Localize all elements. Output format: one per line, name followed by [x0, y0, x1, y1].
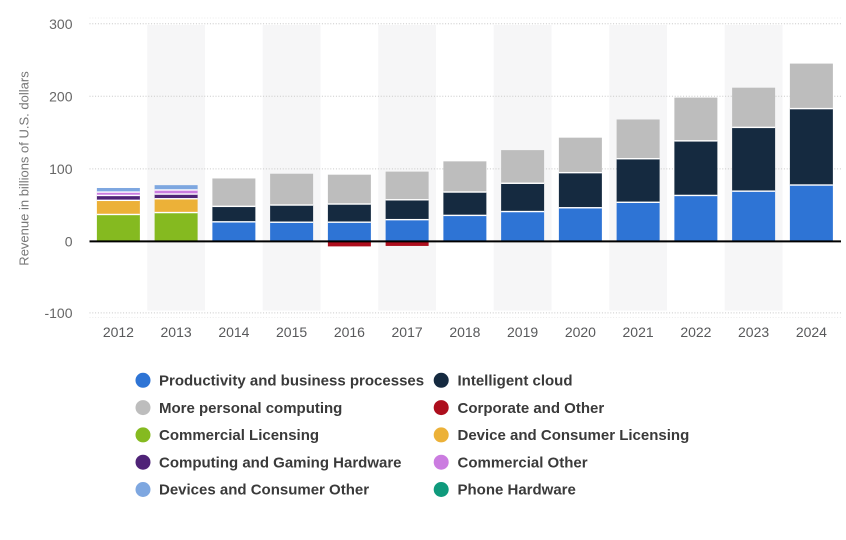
- svg-text:Devices and Consumer Other: Devices and Consumer Other: [159, 482, 369, 499]
- svg-text:2017: 2017: [392, 324, 423, 340]
- svg-text:0: 0: [65, 233, 73, 249]
- svg-text:2016: 2016: [334, 324, 365, 340]
- svg-text:More personal computing: More personal computing: [159, 400, 342, 417]
- svg-text:Device and Consumer Licensing: Device and Consumer Licensing: [458, 427, 690, 444]
- svg-text:Commercial Other: Commercial Other: [458, 454, 588, 471]
- svg-text:Computing and Gaming Hardware: Computing and Gaming Hardware: [159, 454, 402, 471]
- svg-text:200: 200: [49, 88, 73, 104]
- svg-text:Phone Hardware: Phone Hardware: [458, 482, 576, 499]
- svg-text:Commercial Licensing: Commercial Licensing: [159, 427, 319, 444]
- svg-text:2024: 2024: [796, 324, 827, 340]
- svg-text:2022: 2022: [680, 324, 711, 340]
- svg-text:2013: 2013: [161, 324, 192, 340]
- svg-text:-100: -100: [44, 305, 72, 321]
- svg-text:100: 100: [49, 161, 73, 177]
- svg-text:Corporate and Other: Corporate and Other: [458, 400, 605, 417]
- svg-text:300: 300: [49, 16, 73, 32]
- svg-text:2015: 2015: [276, 324, 307, 340]
- svg-text:Intelligent cloud: Intelligent cloud: [458, 373, 573, 390]
- svg-text:2012: 2012: [103, 324, 134, 340]
- svg-text:2014: 2014: [218, 324, 249, 340]
- svg-text:Productivity and business proc: Productivity and business processes: [159, 373, 424, 390]
- svg-text:2018: 2018: [449, 324, 480, 340]
- svg-text:2023: 2023: [738, 324, 769, 340]
- svg-text:2019: 2019: [507, 324, 538, 340]
- svg-text:2021: 2021: [623, 324, 654, 340]
- svg-text:2020: 2020: [565, 324, 596, 340]
- svg-text:Revenue in billions of U.S. do: Revenue in billions of U.S. dollars: [17, 71, 32, 266]
